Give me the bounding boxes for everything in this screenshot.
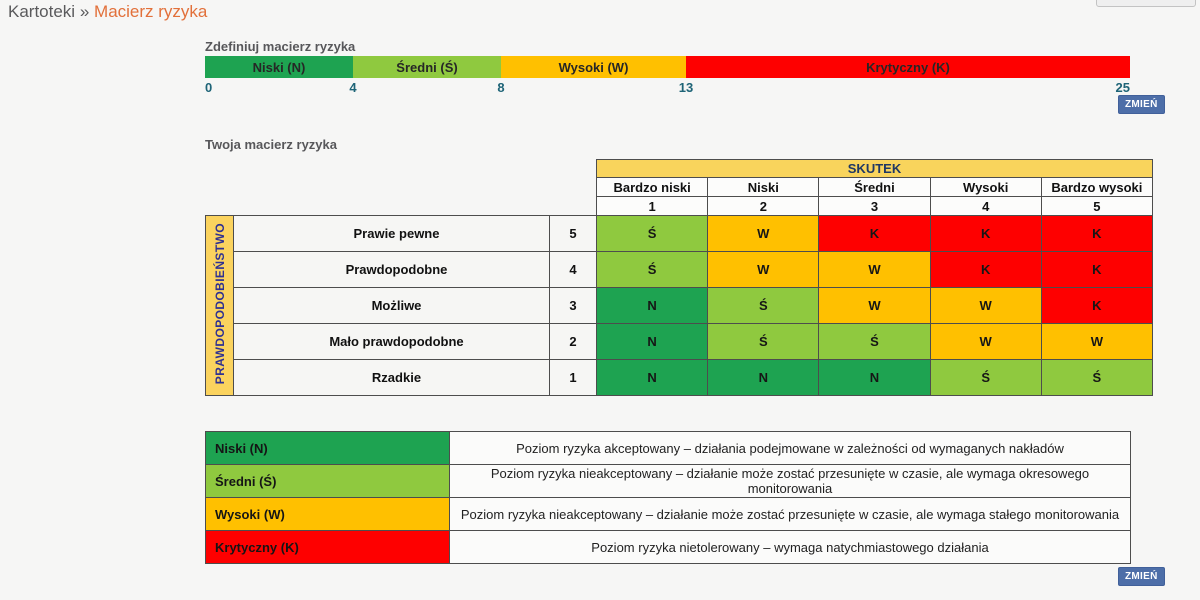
legend-row: Niski (N) Poziom ryzyka akceptowany – dzi… bbox=[205, 431, 1131, 465]
matrix-row-number: 3 bbox=[548, 287, 598, 324]
legend-level-description: Poziom ryzyka nieakceptowany – działanie… bbox=[449, 497, 1131, 531]
matrix-row: Rzadkie 1 N N N Ś Ś bbox=[206, 359, 1153, 396]
matrix-column-number: 3 bbox=[818, 196, 931, 216]
matrix-cell-level-K: K bbox=[1040, 251, 1153, 288]
breadcrumb-parent-link[interactable]: Kartoteki bbox=[8, 2, 76, 21]
matrix-column-number: 1 bbox=[596, 196, 709, 216]
scale-segment-1: Niski (N) bbox=[205, 56, 353, 78]
change-scale-button[interactable]: ZMIEŃ bbox=[1118, 95, 1165, 114]
matrix-row-label: Mało prawdopodobne bbox=[233, 323, 550, 360]
risk-scale-ticks: 0 4 8 13 25 bbox=[205, 80, 1130, 96]
matrix-row: Prawdopodobne 4 Ś W W K K bbox=[206, 251, 1153, 288]
matrix-cell-level-N: N bbox=[818, 359, 931, 396]
breadcrumb: Kartoteki » Macierz ryzyka bbox=[8, 2, 207, 22]
matrix-cell-level-Ś: Ś bbox=[596, 215, 709, 252]
matrix-cell-level-N: N bbox=[596, 323, 709, 360]
matrix-cell-level-K: K bbox=[1040, 215, 1153, 252]
risk-matrix-table: SKUTEK Bardzo niski Niski Średni Wysoki Bard… bbox=[205, 159, 1153, 396]
matrix-cell-level-W: W bbox=[929, 287, 1042, 324]
cutoff-toolbar-button[interactable] bbox=[1096, 0, 1196, 7]
scale-tick-25: 25 bbox=[1115, 80, 1130, 95]
matrix-row-number: 4 bbox=[548, 251, 598, 288]
matrix-row-number: 1 bbox=[548, 359, 598, 396]
matrix-corner-blank bbox=[206, 160, 597, 178]
row-axis-header: PRAWDOPODOBIEŃSTWO bbox=[205, 215, 234, 396]
matrix-column-number: 5 bbox=[1040, 196, 1153, 216]
legend-level-description: Poziom ryzyka akceptowany – działania po… bbox=[449, 431, 1131, 465]
matrix-row: Mało prawdopodobne 2 N Ś Ś W W bbox=[206, 323, 1153, 360]
matrix-cell-level-N: N bbox=[596, 287, 709, 324]
risk-scale-bar: Niski (N) Średni (Ś) Wysoki (W) Krytyczny (… bbox=[205, 56, 1130, 78]
matrix-cell-level-K: K bbox=[929, 251, 1042, 288]
matrix-section-title: Twoja macierz ryzyka bbox=[205, 137, 337, 152]
risk-legend: Niski (N) Poziom ryzyka akceptowany – dzi… bbox=[205, 431, 1131, 564]
scale-tick-0: 0 bbox=[205, 80, 213, 95]
matrix-cell-level-Ś: Ś bbox=[929, 359, 1042, 396]
matrix-row-label: Rzadkie bbox=[233, 359, 550, 396]
breadcrumb-separator: » bbox=[79, 2, 90, 21]
matrix-row-number: 5 bbox=[548, 215, 598, 252]
matrix-column-number: 4 bbox=[929, 196, 1042, 216]
matrix-cell-level-W: W bbox=[707, 251, 820, 288]
matrix-cell-level-W: W bbox=[818, 251, 931, 288]
legend-level-description: Poziom ryzyka nieakceptowany – działanie… bbox=[449, 464, 1131, 498]
matrix-cell-level-Ś: Ś bbox=[707, 287, 820, 324]
risk-matrix: SKUTEK Bardzo niski Niski Średni Wysoki Bard… bbox=[205, 159, 1153, 396]
scale-segment-label: Wysoki (W) bbox=[558, 59, 629, 75]
matrix-cell-level-W: W bbox=[929, 323, 1042, 360]
matrix-cell-level-N: N bbox=[707, 359, 820, 396]
matrix-cell-level-N: N bbox=[596, 359, 709, 396]
legend-row: Krytyczny (K) Poziom ryzyka nietolerowany… bbox=[205, 530, 1131, 564]
matrix-cell-level-W: W bbox=[707, 215, 820, 252]
column-axis-header: SKUTEK bbox=[596, 159, 1153, 178]
scale-segment-label: Krytyczny (K) bbox=[866, 59, 950, 75]
matrix-cell-level-K: K bbox=[1040, 287, 1153, 324]
matrix-corner-blank bbox=[206, 178, 597, 197]
matrix-row-label: Prawie pewne bbox=[233, 215, 550, 252]
matrix-cell-level-K: K bbox=[929, 215, 1042, 252]
scale-segment-4: Krytyczny (K) bbox=[686, 56, 1130, 78]
scale-tick-4: 4 bbox=[349, 80, 357, 95]
matrix-row-label: Możliwe bbox=[233, 287, 550, 324]
matrix-row-label: Prawdopodobne bbox=[233, 251, 550, 288]
scale-segment-label: Średni (Ś) bbox=[396, 59, 458, 75]
matrix-column-header: Bardzo wysoki bbox=[1040, 177, 1153, 197]
legend-row: Wysoki (W) Poziom ryzyka nieakceptowany –… bbox=[205, 497, 1131, 531]
legend-level-label: Krytyczny (K) bbox=[205, 530, 450, 564]
matrix-column-number: 2 bbox=[707, 196, 820, 216]
legend-level-label: Niski (N) bbox=[205, 431, 450, 465]
legend-level-description: Poziom ryzyka nietolerowany – wymaga nat… bbox=[449, 530, 1131, 564]
matrix-row: Możliwe 3 N Ś W W K bbox=[206, 287, 1153, 324]
scale-tick-13: 13 bbox=[678, 80, 694, 95]
scale-tick-8: 8 bbox=[497, 80, 505, 95]
legend-level-label: Średni (Ś) bbox=[205, 464, 450, 498]
change-legend-button[interactable]: ZMIEŃ bbox=[1118, 567, 1165, 586]
scale-segment-label: Niski (N) bbox=[252, 59, 306, 75]
matrix-column-header: Średni bbox=[818, 177, 931, 197]
scale-segment-3: Wysoki (W) bbox=[501, 56, 686, 78]
scale-segment-2: Średni (Ś) bbox=[353, 56, 501, 78]
define-section-title: Zdefiniuj macierz ryzyka bbox=[205, 39, 356, 54]
breadcrumb-current: Macierz ryzyka bbox=[94, 2, 208, 21]
matrix-cell-level-Ś: Ś bbox=[818, 323, 931, 360]
matrix-row: PRAWDOPODOBIEŃSTWO Prawie pewne 5 Ś W K K K bbox=[205, 215, 1153, 396]
matrix-column-header: Bardzo niski bbox=[596, 177, 709, 197]
matrix-column-header: Niski bbox=[707, 177, 820, 197]
legend-row: Średni (Ś) Poziom ryzyka nieakceptowany –… bbox=[205, 464, 1131, 498]
risk-legend-table: Niski (N) Poziom ryzyka akceptowany – dzi… bbox=[205, 431, 1131, 564]
matrix-cell-level-W: W bbox=[1040, 323, 1153, 360]
matrix-cell-level-Ś: Ś bbox=[707, 323, 820, 360]
row-axis-label: PRAWDOPODOBIEŃSTWO bbox=[212, 223, 227, 385]
matrix-row-number: 2 bbox=[548, 323, 598, 360]
matrix-cell-level-K: K bbox=[818, 215, 931, 252]
matrix-corner-blank bbox=[206, 197, 597, 216]
legend-level-label: Wysoki (W) bbox=[205, 497, 450, 531]
matrix-cell-level-Ś: Ś bbox=[1040, 359, 1153, 396]
matrix-cell-level-Ś: Ś bbox=[596, 251, 709, 288]
matrix-column-header: Wysoki bbox=[929, 177, 1042, 197]
matrix-cell-level-W: W bbox=[818, 287, 931, 324]
